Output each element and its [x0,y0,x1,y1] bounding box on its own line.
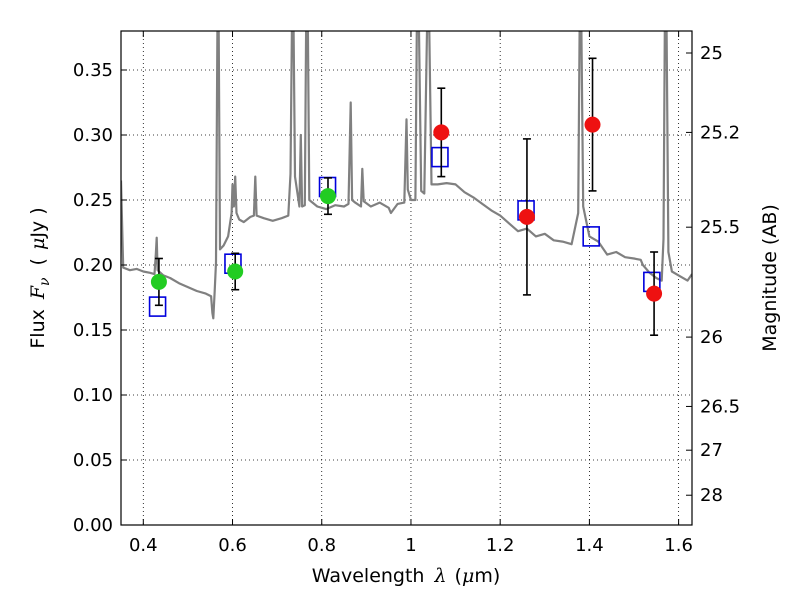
y-tick-label: 0.20 [73,255,113,276]
y2-tick-label: 28 [700,485,723,506]
markers-layer [148,57,663,337]
spectrum-layer [121,31,692,320]
tick-labels: 0.4 0.6 0.8 1 1.2 1.4 1.6 0.00 0.05 0.10 0.15 0.20 0… [73,43,740,556]
photometry-point [433,124,450,141]
y-axis-label: FluxFν(μJy ) [27,207,53,348]
x-tick-label: 1 [405,535,416,556]
photometry-point [646,285,663,302]
model-square-marker [582,226,600,247]
x-tick-label: 0.6 [218,535,247,556]
y2-tick-label: 27 [700,440,723,461]
y-tick-label: 0.00 [73,515,113,536]
photometry-point [227,263,244,280]
y2-axis-label: Magnitude (AB) [759,204,781,352]
x-tick-label: 1.6 [664,535,693,556]
y2-tick-label: 26 [700,327,723,348]
y2-tick-label: 25 [700,43,723,64]
y-tick-label: 0.30 [73,125,113,146]
spectrum-line [121,31,692,320]
y-tick-label: 0.05 [73,450,113,471]
photometry-point [584,116,601,133]
model-square-marker [431,146,449,168]
model-square-marker [148,296,167,317]
y2-tick-label: 25.5 [700,217,740,238]
axis-ticks [121,31,692,526]
grid-lines [121,31,692,526]
photometry-point [518,208,535,225]
y-tick-label: 0.25 [73,190,113,211]
y-tick-label: 0.10 [73,385,113,406]
x-tick-label: 1.2 [486,535,515,556]
y2-tick-label: 26.5 [700,396,740,417]
x-axis-label: Wavelength λ (μm) [312,565,500,587]
x-tick-label: 1.4 [575,535,604,556]
y2-tick-label: 25.2 [700,122,740,143]
y-tick-label: 0.35 [73,60,113,81]
x-tick-label: 0.8 [307,535,336,556]
x-tick-label: 0.4 [129,535,158,556]
plot-frame [120,30,693,526]
y-tick-label: 0.15 [73,320,113,341]
photometry-point [319,188,336,205]
photometry-point [150,273,167,290]
